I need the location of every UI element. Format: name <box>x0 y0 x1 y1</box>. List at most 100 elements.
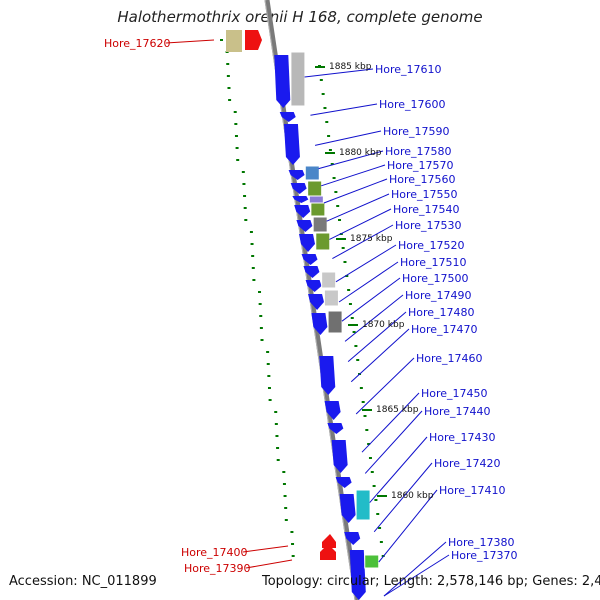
gene-label[interactable]: Hore_17440 <box>424 405 491 418</box>
forward-gene-arrow <box>327 423 344 434</box>
gene-label[interactable]: Hore_17550 <box>391 188 458 201</box>
feature-block <box>327 310 343 334</box>
scale-label: 1875 kbp <box>350 234 393 244</box>
feature-block <box>304 165 320 181</box>
label-leader <box>361 392 420 453</box>
reverse-gene-arrow <box>322 534 336 548</box>
label-leader <box>338 261 399 303</box>
forward-gene-arrow <box>335 477 352 488</box>
feature-track <box>226 30 380 600</box>
feature-block <box>355 489 371 521</box>
label-leader <box>323 178 388 204</box>
forward-gene-arrow <box>296 220 313 232</box>
gene-label[interactable]: Hore_17620 <box>104 37 171 50</box>
feature-block <box>226 30 242 52</box>
gene-label[interactable]: Hore_17560 <box>389 173 456 186</box>
gene-label[interactable]: Hore_17450 <box>421 387 488 400</box>
gene-label[interactable]: Hore_17390 <box>184 562 251 575</box>
forward-gene-arrow <box>311 313 328 335</box>
gene-label[interactable]: Hore_17540 <box>393 203 460 216</box>
scale-label: 1860 kbp <box>391 491 434 501</box>
label-leader <box>335 244 397 283</box>
forward-gene-arrow <box>324 401 341 420</box>
label-leader <box>314 130 382 146</box>
forward-gene-arrow <box>279 112 296 122</box>
reverse-gene-arrow <box>320 544 336 560</box>
feature-block <box>364 554 380 569</box>
scale-labels: 1885 kbp 1880 kbp 1875 kbp 1870 kbp 1865 kbp… <box>315 62 434 501</box>
gene-label[interactable]: Hore_17430 <box>429 431 496 444</box>
gene-labels: Hore_17610 Hore_17600 Hore_17590 Hore_17580… <box>104 37 518 575</box>
label-leader <box>383 554 450 597</box>
feature-block <box>310 202 326 217</box>
gene-label[interactable]: Hore_17400 <box>181 546 248 559</box>
gene-label[interactable]: Hore_17600 <box>379 98 446 111</box>
label-leader-lines <box>165 39 450 597</box>
feature-block <box>315 232 331 251</box>
feature-block <box>290 51 306 107</box>
label-leader <box>332 224 394 260</box>
label-leader <box>326 193 390 222</box>
gene-label[interactable]: Hore_17580 <box>385 145 452 158</box>
forward-gene-arrow <box>331 440 348 473</box>
forward-gene-arrow <box>294 205 311 218</box>
topology-text: Topology: circular; Length: 2,578,146 bp… <box>262 574 600 589</box>
label-leader <box>350 328 410 383</box>
forward-gene-arrow <box>292 196 309 203</box>
label-leader <box>369 436 428 503</box>
gene-label[interactable]: Hore_17510 <box>400 256 467 269</box>
gene-label[interactable]: Hore_17380 <box>448 536 515 549</box>
gene-label[interactable]: Hore_17460 <box>416 352 483 365</box>
label-leader <box>310 103 378 116</box>
label-leader <box>242 545 289 553</box>
forward-gene-arrow <box>288 170 305 180</box>
forward-gene-arrow <box>283 124 300 165</box>
gene-label[interactable]: Hore_17490 <box>405 289 472 302</box>
label-leader <box>321 164 386 187</box>
gene-label[interactable]: Hore_17410 <box>439 484 506 497</box>
label-leader <box>373 462 433 533</box>
gene-label[interactable]: Hore_17470 <box>411 323 478 336</box>
label-leader <box>378 489 438 563</box>
gene-label[interactable]: Hore_17480 <box>408 306 475 319</box>
map-title: Halothermothrix orenii H 168, complete g… <box>117 8 483 26</box>
forward-gene-arrow <box>301 254 318 265</box>
feature-block <box>323 289 339 307</box>
forward-gene-arrow <box>274 55 291 108</box>
gene-label[interactable]: Hore_17520 <box>398 239 465 252</box>
feature-block <box>321 271 337 289</box>
forward-gene-arrow <box>339 494 356 523</box>
scale-label: 1880 kbp <box>339 148 382 158</box>
forward-gene-arrow <box>349 550 366 600</box>
label-leader <box>304 68 374 78</box>
label-leader <box>329 208 392 240</box>
label-leader <box>318 150 384 170</box>
forward-gene-arrow <box>308 294 325 310</box>
forward-gene-arrow <box>305 280 322 292</box>
label-leader <box>364 410 423 474</box>
forward-gene-arrow <box>298 234 315 252</box>
gene-label[interactable]: Hore_17420 <box>434 457 501 470</box>
gc-content-track <box>220 39 385 557</box>
forward-gene-arrow <box>290 183 307 194</box>
label-leader <box>383 541 447 597</box>
gene-label[interactable]: Hore_17370 <box>451 549 518 562</box>
forward-gene-arrow <box>344 532 361 545</box>
label-leader <box>344 294 404 342</box>
feature-block <box>308 195 324 204</box>
feature-block <box>312 216 328 233</box>
accession-text: Accession: NC_011899 <box>9 574 157 589</box>
label-leader <box>245 559 293 569</box>
gene-label[interactable]: Hore_17590 <box>383 125 450 138</box>
scale-label: 1885 kbp <box>329 62 372 72</box>
gene-label[interactable]: Hore_17570 <box>387 159 454 172</box>
gene-label[interactable]: Hore_17500 <box>402 272 469 285</box>
gene-label[interactable]: Hore_17610 <box>375 63 442 76</box>
forward-gene-arrow <box>319 356 336 395</box>
scale-label: 1870 kbp <box>362 320 405 330</box>
gene-label[interactable]: Hore_17530 <box>395 219 462 232</box>
label-leader <box>341 277 401 322</box>
label-leader <box>165 39 215 44</box>
